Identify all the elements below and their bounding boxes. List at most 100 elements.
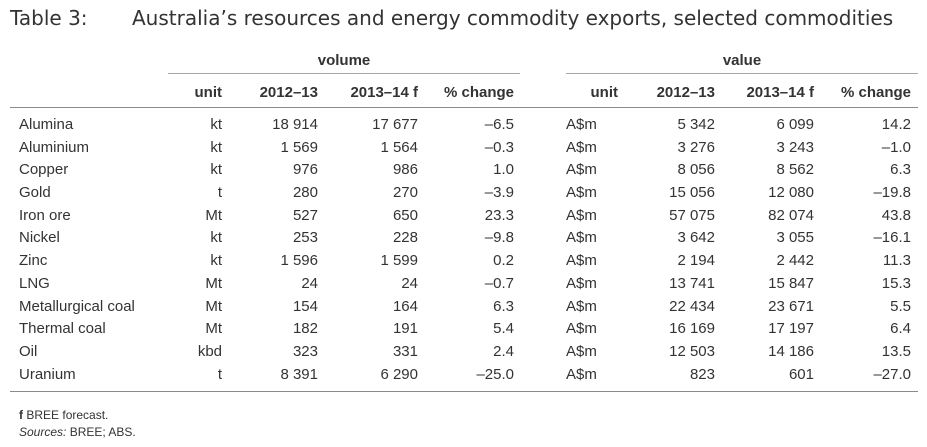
value-2012-13: 15 056 — [669, 184, 715, 202]
value-2013-14: 15 847 — [768, 274, 814, 292]
volume-2012-13: 182 — [292, 320, 318, 338]
volume-2013-14: 164 — [392, 297, 418, 315]
volume-2012-13: 323 — [292, 342, 318, 360]
value-2013-14: 23 671 — [768, 297, 814, 315]
value-unit: A$m — [566, 161, 597, 179]
volume-group-rule — [168, 73, 520, 74]
volume-2013-14: 191 — [392, 320, 418, 338]
commodity-name: Alumina — [19, 116, 74, 133]
table-title: Table 3: Australia’s resources and energy… — [10, 6, 893, 30]
value-2013-14: 3 243 — [776, 138, 814, 156]
volume-pct-change: 23.3 — [484, 206, 514, 224]
value-2012-13: 8 056 — [677, 161, 715, 179]
value-2013-14: 3 055 — [776, 229, 814, 247]
volume-unit: Mt — [205, 206, 222, 224]
table-row: Gold t 280 270 –3.9 A$m 15 056 12 080 –19.8 — [0, 182, 927, 205]
value-2012-13: 13 741 — [669, 274, 715, 292]
value-unit: A$m — [566, 184, 597, 202]
volume-group-header: volume — [317, 52, 371, 69]
sources-note: Sources: BREE; ABS. — [19, 425, 136, 439]
commodity-name: Metallurgical coal — [19, 297, 135, 315]
commodity-name: Iron ore — [19, 206, 71, 224]
commodity-name: Thermal coal — [19, 320, 106, 338]
volume-2012-13: 280 — [292, 184, 318, 202]
volume-2013-14: 270 — [392, 184, 418, 202]
value-2012-13: 3 276 — [677, 138, 715, 156]
table-row: Copper kt 976 986 1.0 A$m 8 056 8 562 6.3 — [0, 159, 927, 182]
table-row: Iron ore Mt 527 650 23.3 A$m 57 075 82 074 43.8 — [0, 205, 927, 228]
value-pct-change: 6.3 — [890, 161, 911, 179]
value-2012-13-header: 2012–13 — [656, 84, 715, 101]
volume-2013-14-header: 2013–14 f — [350, 84, 418, 101]
sources-label: Sources: — [19, 425, 67, 439]
value-unit-header: unit — [590, 84, 619, 101]
value-pct-change: –27.0 — [873, 365, 911, 383]
forecast-note: f BREE forecast. — [19, 408, 108, 422]
volume-pct-change: –6.5 — [484, 116, 514, 133]
table-row: Thermal coal Mt 182 191 5.4 A$m 16 169 17 197 6.… — [0, 318, 927, 341]
sources-text: BREE; ABS. — [69, 425, 136, 439]
table-row: Metallurgical coal Mt 154 164 6.3 A$m 22 434 23… — [0, 296, 927, 319]
value-unit: A$m — [566, 297, 597, 315]
volume-2012-13: 527 — [292, 206, 318, 224]
value-unit: A$m — [566, 342, 597, 360]
volume-pct-change: –0.7 — [484, 274, 514, 292]
table-label: Table 3: — [10, 6, 88, 30]
value-pct-change: 15.3 — [881, 274, 911, 292]
table-row: Alumina kt 18 914 17 677 –6.5 A$m 5 342 6 099 14… — [0, 114, 927, 137]
volume-2012-13: 253 — [292, 229, 318, 247]
table-row: LNG Mt 24 24 –0.7 A$m 13 741 15 847 15.3 — [0, 273, 927, 296]
table-row: Zinc kt 1 596 1 599 0.2 A$m 2 194 2 442 11.3 — [0, 250, 927, 273]
volume-2012-13: 24 — [301, 274, 318, 292]
commodity-name: Zinc — [19, 252, 48, 270]
value-2012-13: 57 075 — [669, 206, 715, 224]
value-pct-change: –1.0 — [881, 138, 911, 156]
value-pct-change: 5.5 — [890, 297, 911, 315]
value-pct-change: 11.3 — [882, 252, 911, 270]
volume-unit: Mt — [205, 274, 222, 292]
volume-2012-13: 1 596 — [280, 252, 318, 270]
volume-2012-13: 8 391 — [280, 365, 318, 383]
volume-2013-14: 650 — [392, 206, 418, 224]
volume-unit: Mt — [205, 297, 222, 315]
value-unit: A$m — [566, 138, 597, 156]
volume-2013-14: 331 — [392, 342, 418, 360]
value-2012-13: 823 — [689, 365, 715, 383]
volume-2013-14: 24 — [401, 274, 418, 292]
value-pct-change: 6.4 — [890, 320, 911, 338]
volume-pct-change: –3.9 — [484, 184, 514, 202]
volume-pct-change: –9.8 — [484, 229, 514, 247]
volume-2013-14: 228 — [392, 229, 418, 247]
value-pct-change-header: % change — [840, 84, 911, 101]
value-2012-13: 5 342 — [677, 116, 715, 133]
value-group-rule — [566, 73, 918, 74]
volume-unit: kbd — [197, 342, 222, 360]
volume-pct-change: 0.2 — [493, 252, 514, 270]
forecast-marker: f — [19, 408, 23, 422]
table-row: Aluminium kt 1 569 1 564 –0.3 A$m 3 276 3 243 –1… — [0, 137, 927, 160]
volume-unit: kt — [210, 229, 222, 247]
volume-2012-13: 1 569 — [280, 138, 318, 156]
volume-unit: t — [217, 365, 222, 383]
value-unit: A$m — [566, 229, 597, 247]
value-2013-14: 8 562 — [776, 161, 814, 179]
value-2012-13: 2 194 — [677, 252, 715, 270]
volume-unit: kt — [210, 161, 222, 179]
volume-2013-14: 6 290 — [380, 365, 418, 383]
commodity-name: Copper — [19, 161, 69, 179]
volume-2012-13: 154 — [292, 297, 318, 315]
value-2012-13: 3 642 — [677, 229, 715, 247]
value-pct-change: –16.1 — [873, 229, 911, 247]
value-group-header: value — [722, 52, 762, 69]
volume-unit: kt — [210, 252, 222, 270]
volume-2012-13-header: 2012–13 — [259, 84, 318, 101]
value-unit: A$m — [566, 274, 597, 292]
value-2013-14: 601 — [788, 365, 814, 383]
commodity-name: LNG — [19, 274, 50, 292]
value-unit: A$m — [566, 116, 597, 133]
value-pct-change: –19.8 — [873, 184, 911, 202]
volume-2013-14: 1 564 — [380, 138, 418, 156]
value-2012-13: 22 434 — [669, 297, 715, 315]
value-2013-14-header: 2013–14 f — [746, 84, 814, 101]
value-unit: A$m — [566, 365, 597, 383]
